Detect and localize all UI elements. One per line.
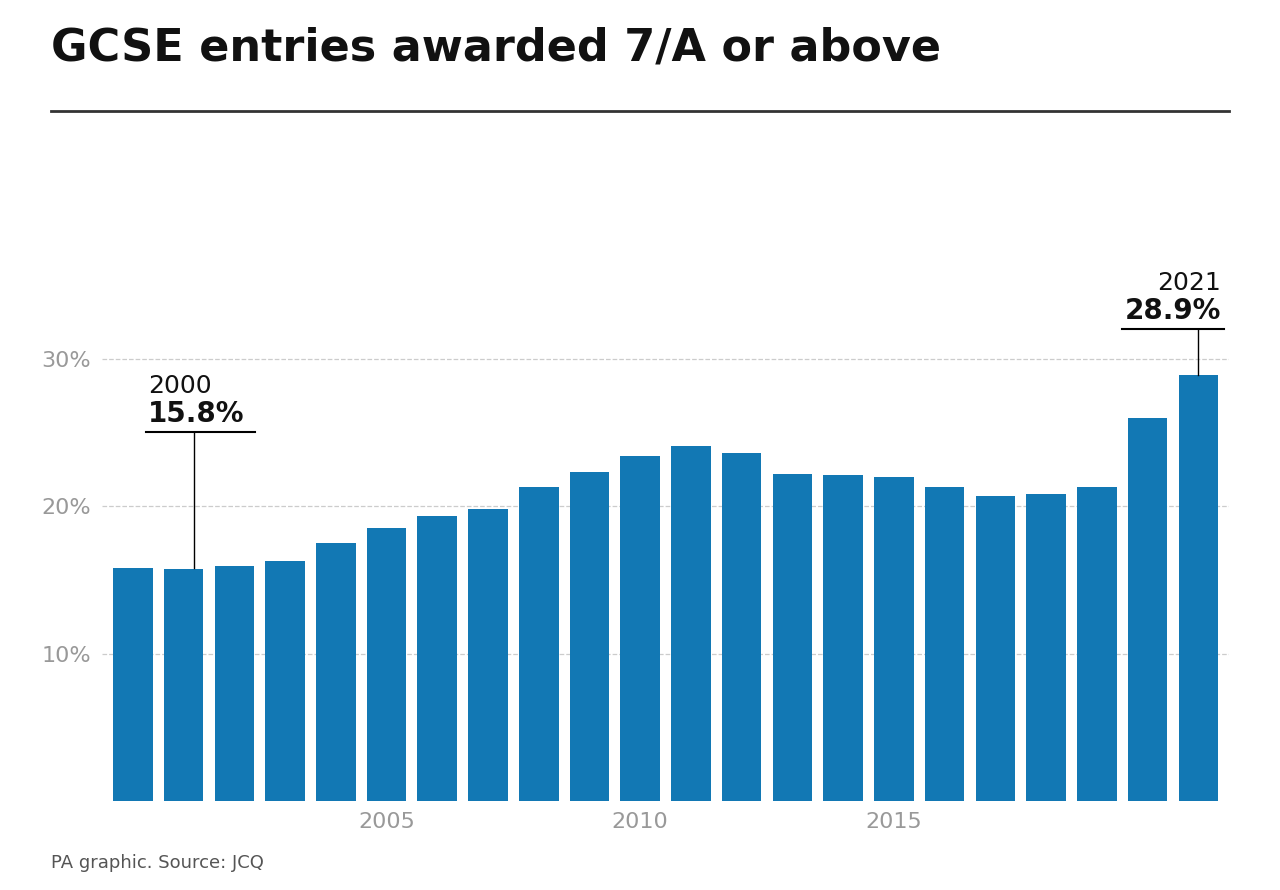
Bar xyxy=(570,472,609,801)
Bar xyxy=(621,456,660,801)
Bar xyxy=(265,561,305,801)
Bar xyxy=(1076,487,1116,801)
Bar xyxy=(1128,417,1167,801)
Bar xyxy=(468,509,508,801)
Bar xyxy=(316,543,356,801)
Bar xyxy=(773,473,813,801)
Text: PA graphic. Source: JCQ: PA graphic. Source: JCQ xyxy=(51,854,264,872)
Bar xyxy=(417,516,457,801)
Bar xyxy=(113,568,152,801)
Bar xyxy=(367,528,406,801)
Text: 2000: 2000 xyxy=(148,375,211,399)
Text: 2021: 2021 xyxy=(1157,271,1221,295)
Text: 15.8%: 15.8% xyxy=(148,400,244,428)
Bar xyxy=(671,446,710,801)
Bar xyxy=(874,476,914,801)
Bar xyxy=(518,487,558,801)
Bar xyxy=(1027,494,1066,801)
Text: 28.9%: 28.9% xyxy=(1125,296,1221,325)
Bar xyxy=(925,487,964,801)
Text: GCSE entries awarded 7/A or above: GCSE entries awarded 7/A or above xyxy=(51,27,941,69)
Bar xyxy=(823,475,863,801)
Bar xyxy=(1179,375,1219,801)
Bar xyxy=(975,496,1015,801)
Bar xyxy=(164,570,204,801)
Bar xyxy=(722,453,762,801)
Bar xyxy=(215,567,255,801)
